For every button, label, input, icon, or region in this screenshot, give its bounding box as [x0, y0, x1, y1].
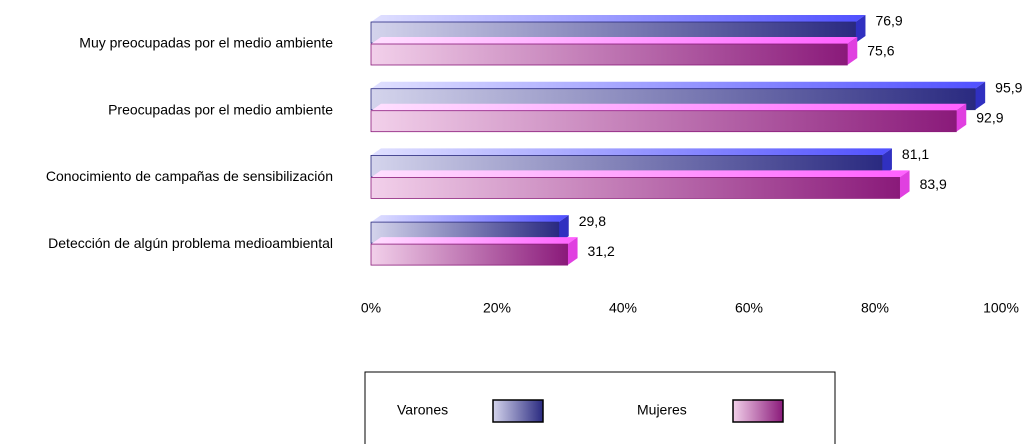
data-label: 95,9	[995, 79, 1022, 95]
bar-top	[371, 81, 986, 89]
x-tick-label: 0%	[361, 300, 381, 316]
x-tick-label: 80%	[861, 300, 889, 316]
data-label: 31,2	[588, 243, 615, 259]
bar-front	[370, 43, 848, 66]
bar-side	[975, 81, 986, 110]
bar-side	[899, 170, 910, 199]
category-label: Preocupadas por el medio ambiente	[108, 101, 333, 117]
bar-top	[371, 37, 858, 44]
x-tick-label: 20%	[483, 300, 511, 316]
bar-front	[370, 243, 568, 266]
data-label: 83,9	[920, 176, 947, 192]
category-label: Muy preocupadas por el medio ambiente	[79, 35, 333, 51]
category-label: Conocimiento de campañas de sensibilizac…	[46, 168, 333, 184]
category-label: Detección de algún problema medioambient…	[48, 235, 333, 251]
bar-side	[558, 215, 569, 244]
bar-front	[370, 110, 957, 133]
bar-side	[881, 148, 892, 177]
bar-side	[847, 37, 858, 65]
legend-swatch	[732, 399, 784, 423]
data-label: 75,6	[867, 43, 894, 59]
data-label: 81,1	[902, 146, 929, 162]
bar-top	[371, 15, 866, 22]
bar	[370, 37, 858, 66]
bar-side	[855, 15, 866, 43]
legend-label: Mujeres	[637, 402, 687, 418]
data-label: 76,9	[875, 13, 902, 29]
bar	[370, 170, 910, 199]
bar-side	[956, 103, 967, 132]
bar-top	[371, 170, 910, 178]
bar	[370, 237, 578, 266]
legend-swatch	[492, 399, 544, 423]
bar-top	[371, 237, 578, 245]
bar-top	[371, 103, 967, 111]
bar-top	[371, 148, 892, 156]
data-label: 29,8	[579, 213, 606, 229]
bar-side	[567, 237, 578, 266]
data-label: 92,9	[976, 109, 1003, 125]
x-tick-label: 60%	[735, 300, 763, 316]
legend-label: Varones	[397, 402, 448, 418]
x-tick-label: 40%	[609, 300, 637, 316]
bar-front	[370, 176, 900, 199]
bar	[370, 103, 967, 133]
x-tick-label: 100%	[983, 300, 1019, 316]
bar-top	[371, 215, 569, 223]
